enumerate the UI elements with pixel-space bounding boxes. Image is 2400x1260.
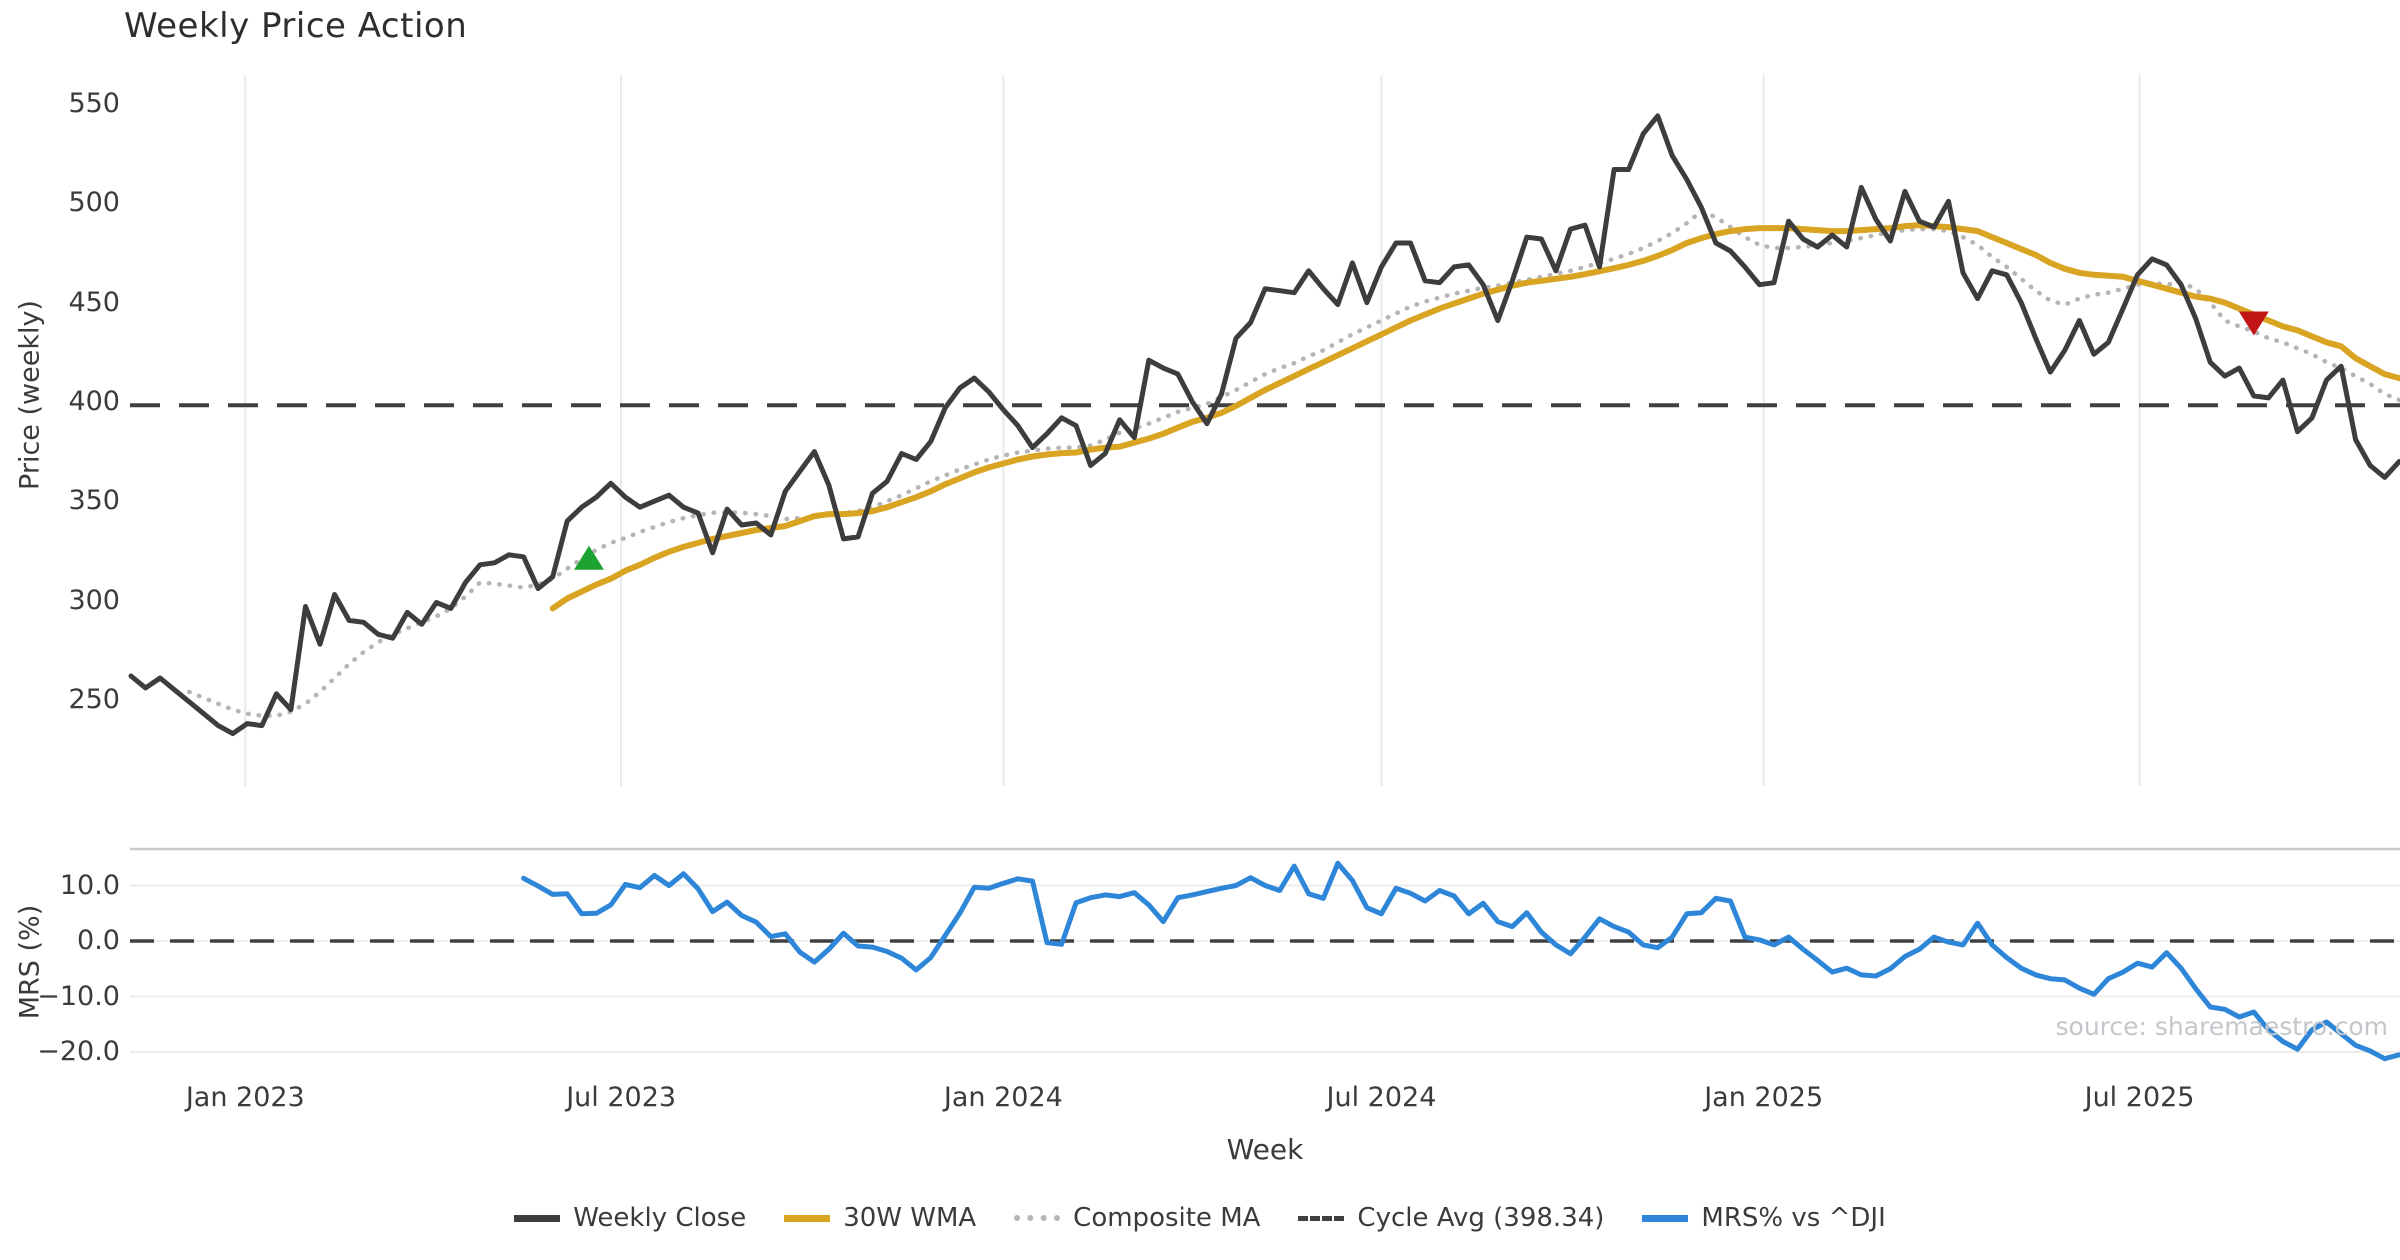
mrs-ytick-0.0: 0.0 bbox=[77, 925, 120, 956]
buy-signal-marker bbox=[574, 545, 605, 570]
price-ytick-550: 550 bbox=[68, 88, 120, 119]
legend-item-cycle-avg-398-34-: Cycle Avg (398.34) bbox=[1298, 1203, 1604, 1233]
price-ytick-450: 450 bbox=[68, 286, 120, 318]
chart-title: Weekly Price Action bbox=[124, 6, 468, 46]
legend-swatch bbox=[514, 1214, 561, 1222]
mrs-ytick-−10.0: −10.0 bbox=[37, 980, 120, 1012]
legend-item-weekly-close: Weekly Close bbox=[514, 1203, 746, 1233]
x-axis-title: Week bbox=[1226, 1133, 1304, 1166]
xtick-jan-2024: Jan 2024 bbox=[943, 1082, 1063, 1113]
legend-swatch bbox=[1298, 1215, 1345, 1221]
source-note: source: sharemaestro.com bbox=[2055, 1012, 2389, 1041]
xtick-jan-2023: Jan 2023 bbox=[185, 1082, 305, 1113]
price-ytick-400: 400 bbox=[68, 385, 120, 417]
series-30w-wma bbox=[549, 222, 2400, 612]
xtick-jul-2023: Jul 2023 bbox=[566, 1082, 677, 1113]
legend-swatch bbox=[1642, 1214, 1689, 1222]
xtick-jul-2025: Jul 2025 bbox=[2084, 1082, 2195, 1113]
legend-label: Cycle Avg (398.34) bbox=[1357, 1203, 1605, 1233]
mrs-ytick-−20.0: −20.0 bbox=[37, 1036, 120, 1067]
sell-signal-marker bbox=[2238, 311, 2269, 336]
series-mrs-vs-dji bbox=[521, 860, 2400, 1062]
series-weekly-close bbox=[128, 113, 2400, 737]
price-ytick-500: 500 bbox=[68, 187, 120, 219]
series-composite-ma bbox=[186, 208, 2400, 718]
legend-label: MRS% vs ^DJI bbox=[1701, 1203, 1886, 1233]
legend-label: 30W WMA bbox=[843, 1203, 977, 1233]
legend-item-mrs-vs-dji: MRS% vs ^DJI bbox=[1642, 1203, 1886, 1233]
legend-swatch bbox=[1014, 1215, 1061, 1221]
xtick-jul-2024: Jul 2024 bbox=[1326, 1082, 1437, 1113]
mrs-ytick-10.0: 10.0 bbox=[59, 869, 120, 901]
xtick-jan-2025: Jan 2025 bbox=[1704, 1082, 1824, 1113]
price-ytick-250: 250 bbox=[68, 683, 120, 715]
legend-label: Weekly Close bbox=[573, 1203, 747, 1233]
legend-item-30w-wma: 30W WMA bbox=[784, 1203, 976, 1233]
legend: Weekly Close 30W WMA Composite MA Cycle Avg… bbox=[0, 1203, 2400, 1233]
price-ytick-300: 300 bbox=[68, 584, 120, 616]
legend-label: Composite MA bbox=[1073, 1203, 1261, 1233]
legend-item-composite-ma: Composite MA bbox=[1014, 1203, 1260, 1233]
price-ytick-350: 350 bbox=[68, 485, 120, 517]
legend-swatch bbox=[784, 1214, 831, 1222]
